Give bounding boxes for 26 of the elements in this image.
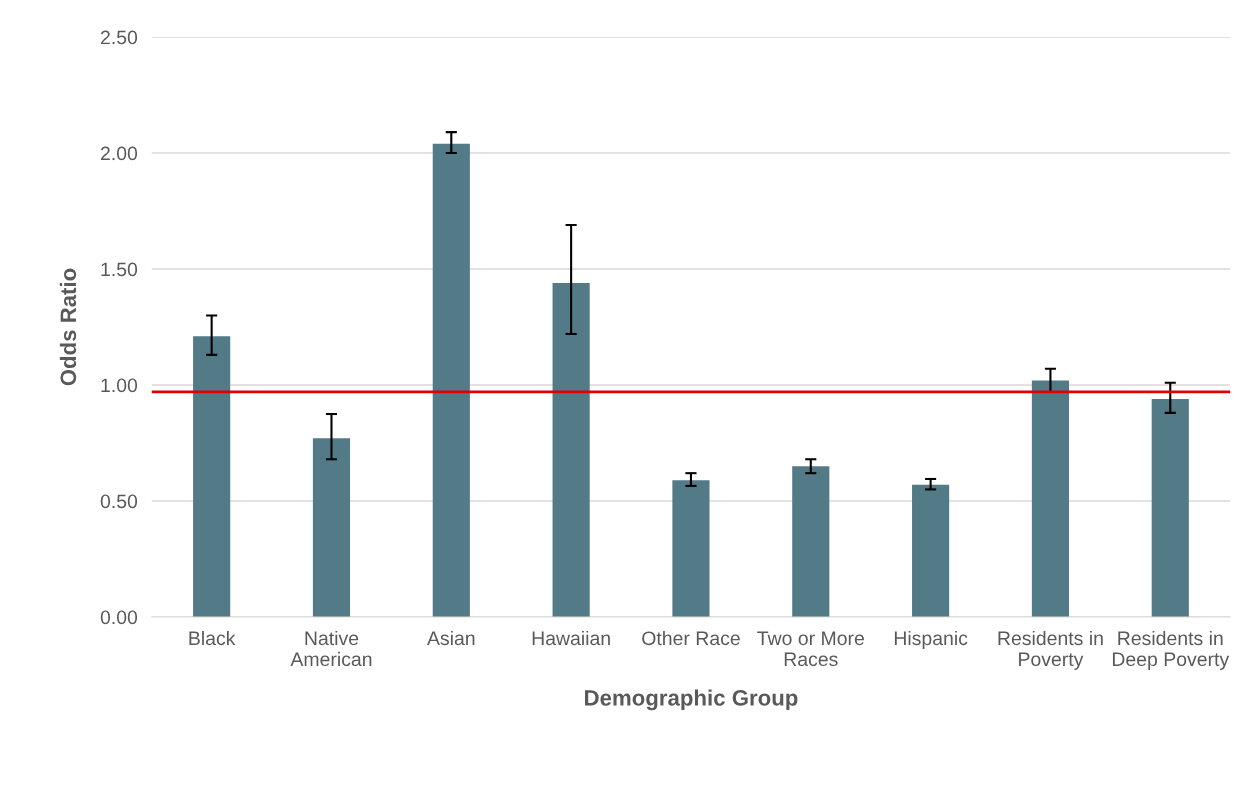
x-axis-title: Demographic Group [585, 689, 798, 711]
x-tick-label: Hawaiian [532, 630, 610, 646]
y-tick-label: 2.00 [100, 146, 138, 161]
y-tick-label: 1.50 [101, 262, 138, 277]
x-tick-label: Two or More Races [757, 631, 864, 667]
x-tick-label: Hispanic [894, 630, 968, 650]
bar [312, 438, 351, 617]
y-tick-label: 0.50 [100, 494, 138, 509]
x-tick-label: Other Race [642, 630, 740, 646]
x-tick-label: Native American [290, 630, 372, 667]
y-tick-label: 1.00 [101, 378, 138, 393]
y-tick-label: 0.00 [100, 610, 138, 625]
y-tick-label: 2.50 [100, 30, 138, 45]
x-tick-label: Black [189, 630, 236, 646]
x-tick-label: Residents in Poverty [998, 630, 1103, 670]
y-axis-title: Odds Ratio [59, 268, 77, 386]
x-tick-label: Asian [427, 630, 475, 646]
bar [1031, 380, 1070, 617]
bar [912, 484, 950, 617]
x-tick-label: Residents in Deep Poverty [1112, 630, 1230, 670]
bar [792, 466, 830, 617]
bar [552, 282, 590, 617]
bar [432, 143, 470, 617]
bar [672, 480, 710, 617]
bar [193, 336, 231, 617]
bar [1151, 398, 1189, 617]
